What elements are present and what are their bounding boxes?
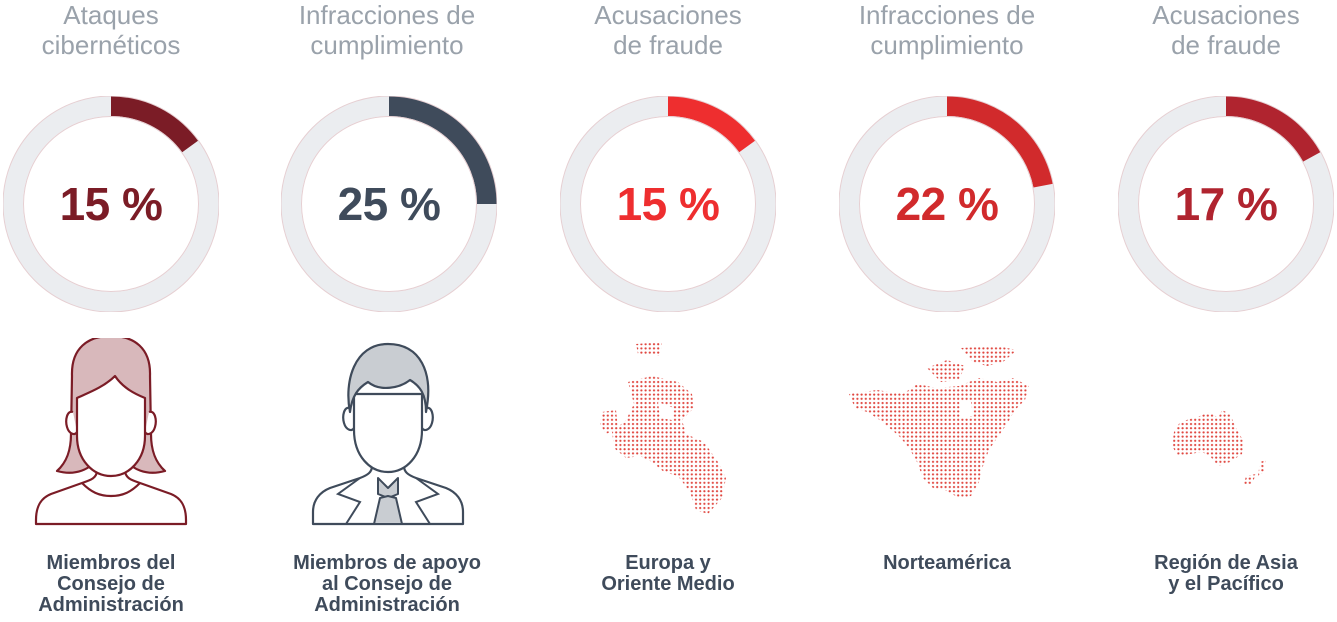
donut-value-arc: [388, 96, 497, 205]
donut-value-arc: [946, 96, 1054, 188]
asia-pacific-map-icon: [1172, 410, 1266, 484]
north-america-map-icon: [849, 346, 1029, 498]
chart-title: Acusaciones de fraude: [1152, 0, 1300, 60]
donut-value-arc: [667, 96, 756, 153]
category-label: Miembros de apoyo al Consejo de Administ…: [293, 552, 481, 616]
donut-chart: [1118, 96, 1334, 312]
category-label: Europa y Oriente Medio: [601, 552, 735, 595]
donut-inner-ring: [580, 116, 756, 292]
woman-board-member-icon: [34, 338, 188, 526]
category-label: Región de Asia y el Pacífico: [1154, 552, 1298, 595]
chart-column-north-america: Infracciones de cumplimiento 22 % Nortea…: [817, 0, 1077, 622]
percentage-label: 15 %: [59, 178, 163, 230]
donut-chart: [281, 96, 497, 312]
percentage-label: 15 %: [616, 178, 720, 230]
donut-inner-ring: [859, 116, 1035, 292]
chart-title: Acusaciones de fraude: [594, 0, 742, 60]
europe-middle-east-map-icon: [600, 342, 726, 514]
donut-value-arc: [110, 96, 199, 153]
chart-column-board-members: Ataques cibernéticos 15 % Miembros del C…: [0, 0, 241, 622]
percentage-label: 22 %: [895, 178, 999, 230]
donut-chart: [560, 96, 776, 312]
chart-title: Ataques cibernéticos: [41, 0, 181, 60]
donut-value-arc: [1225, 96, 1321, 162]
donut-chart: [3, 96, 219, 312]
category-label: Miembros del Consejo de Administración: [38, 552, 184, 616]
percentage-label: 17 %: [1174, 178, 1278, 230]
man-board-support-icon: [311, 342, 465, 526]
chart-column-board-support: Infracciones de cumplimiento 25 % Miembr…: [257, 0, 517, 622]
chart-column-asia-pacific: Acusaciones de fraude 17 % Región de Asi…: [1096, 0, 1337, 622]
chart-title: Infracciones de cumplimiento: [858, 0, 1036, 60]
percentage-label: 25 %: [337, 178, 441, 230]
donut-inner-ring: [23, 116, 199, 292]
donut-chart: [839, 96, 1055, 312]
chart-column-europe-middle-east: Acusaciones de fraude 15 % Europa y Orie…: [538, 0, 798, 622]
category-label: Norteamérica: [883, 552, 1011, 574]
donut-inner-ring: [1138, 116, 1314, 292]
chart-title: Infracciones de cumplimiento: [298, 0, 476, 60]
donut-inner-ring: [301, 116, 477, 292]
